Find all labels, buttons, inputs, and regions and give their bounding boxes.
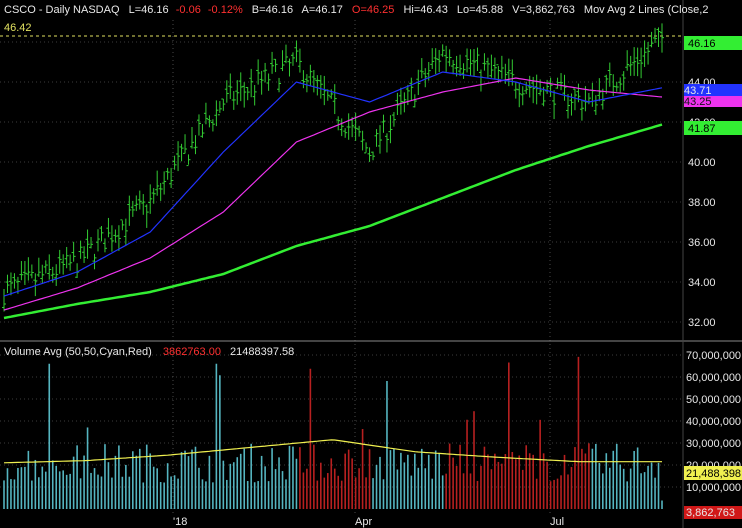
price-tick: 36.00 xyxy=(688,237,716,249)
volume-tick: 50,000,000 xyxy=(686,394,741,406)
ma-long-line xyxy=(3,123,663,320)
volume-avg-line xyxy=(3,439,662,464)
price-badge-ma-slow: 43.25 xyxy=(684,96,742,108)
header-line: CSCO - Daily NASDAQ L=46.16 -0.06 -0.12%… xyxy=(4,4,708,16)
high-text: Hi=46.43 xyxy=(403,4,447,16)
change-pct-text: -0.12% xyxy=(208,4,243,16)
volume-bars xyxy=(3,356,663,509)
price-badge-ma-fast: 43.71 xyxy=(684,84,742,97)
svg-text:43.71: 43.71 xyxy=(684,85,712,97)
volume-badge-avg: 21,488,398 xyxy=(684,466,742,480)
svg-text:41.87: 41.87 xyxy=(688,123,716,135)
price-tick: 32.00 xyxy=(688,317,716,329)
volume-header: Volume Avg (50,50,Cyan,Red) 3862763.00 2… xyxy=(4,346,294,358)
volume-axis: 70,000,000 60,000,000 50,000,000 40,000,000… xyxy=(686,350,741,494)
price-bars xyxy=(2,23,664,312)
last-text: L=46.16 xyxy=(129,4,169,16)
x-tick-jul: Jul xyxy=(550,516,564,528)
svg-text:3,862,763: 3,862,763 xyxy=(686,507,735,519)
svg-text:46.16: 46.16 xyxy=(688,38,716,50)
volume-badge-last: 3,862,763 xyxy=(684,506,742,519)
change-text: -0.06 xyxy=(176,4,201,16)
ma-fast-line xyxy=(3,71,663,297)
x-tick-apr: Apr xyxy=(355,516,372,528)
volume-tick: 60,000,000 xyxy=(686,372,741,384)
volume-tick: 30,000,000 xyxy=(686,438,741,450)
x-tick-18: '18 xyxy=(173,516,187,528)
hline-label: 46.42 xyxy=(4,22,32,34)
bid-text: B=46.16 xyxy=(252,4,293,16)
symbol-text: CSCO - Daily NASDAQ xyxy=(4,4,120,16)
volume-tick: 40,000,000 xyxy=(686,416,741,428)
volume-tick: 70,000,000 xyxy=(686,350,741,362)
price-tick: 34.00 xyxy=(688,277,716,289)
ask-text: A=46.17 xyxy=(302,4,343,16)
price-grid xyxy=(0,20,683,515)
price-tick: 40.00 xyxy=(688,157,716,169)
volume-avg-value: 21488397.58 xyxy=(230,346,294,358)
volume-tick: 10,000,000 xyxy=(686,482,741,494)
volume-title: Volume Avg (50,50,Cyan,Red) xyxy=(4,346,152,358)
svg-text:21,488,398: 21,488,398 xyxy=(686,468,741,480)
open-text: O=46.25 xyxy=(352,4,395,16)
ma-slow-line xyxy=(3,77,663,311)
mov-avg-text: Mov Avg 2 Lines (Close,2 xyxy=(584,4,709,16)
low-text: Lo=45.88 xyxy=(457,4,503,16)
svg-text:43.25: 43.25 xyxy=(684,96,712,108)
price-tick: 38.00 xyxy=(688,197,716,209)
volume-text: V=3,862,763 xyxy=(512,4,575,16)
x-axis: '18 Apr Jul xyxy=(173,516,564,528)
volume-last-value: 3862763.00 xyxy=(163,346,221,358)
price-badge-ma-long: 41.87 xyxy=(684,121,742,135)
price-badge-last: 46.16 xyxy=(684,36,742,50)
